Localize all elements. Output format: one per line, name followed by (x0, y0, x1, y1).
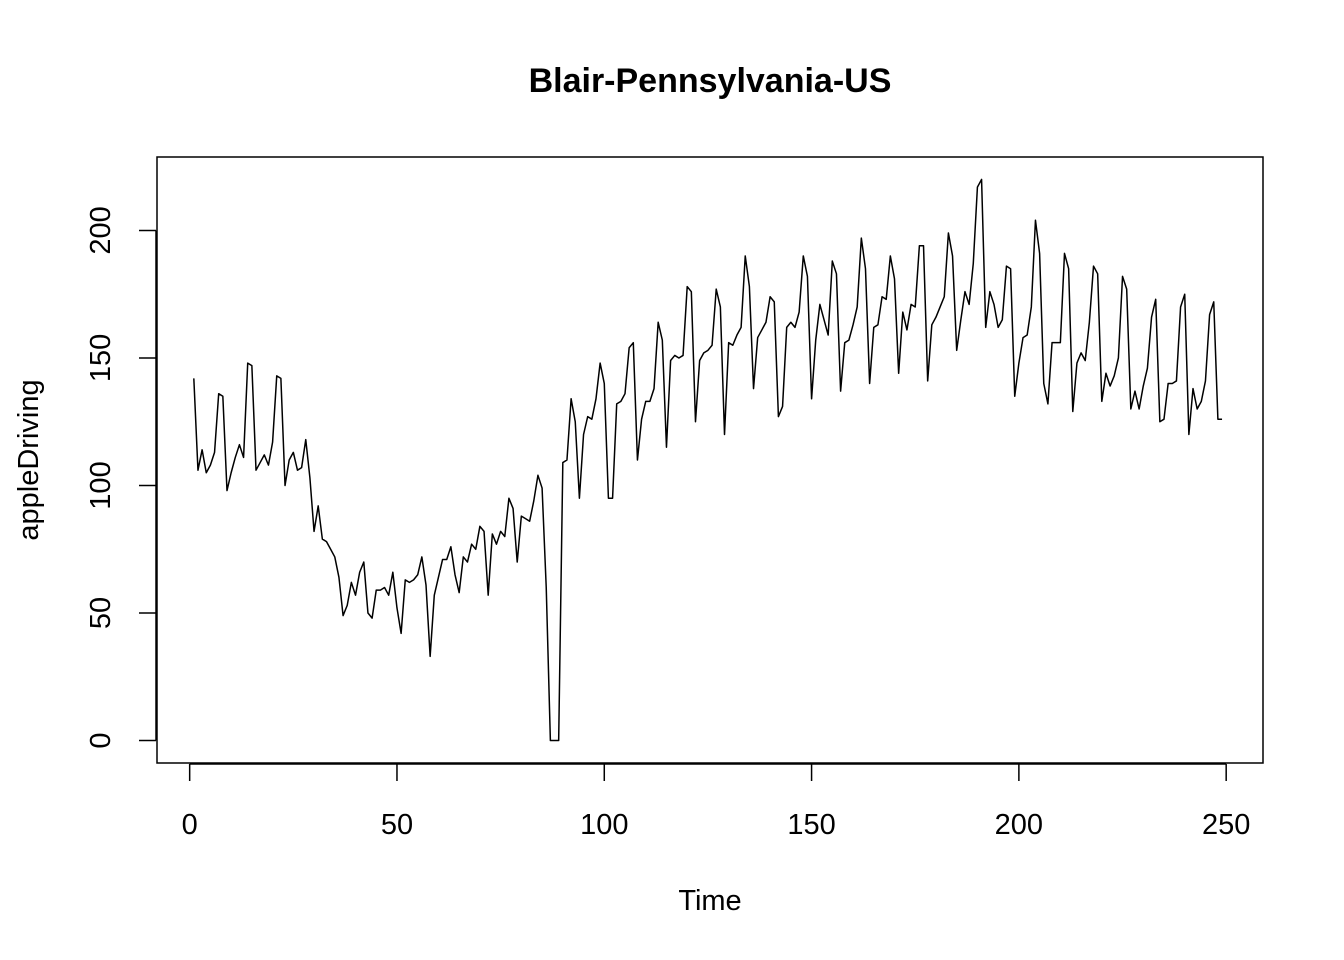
x-tick-label: 150 (787, 809, 835, 841)
x-tick-label: 50 (381, 809, 413, 841)
x-tick-label: 250 (1202, 809, 1250, 841)
x-axis: 0 50 100 150 200 250 (182, 763, 1250, 841)
y-tick-label: 150 (85, 334, 117, 382)
chart-title: Blair-Pennsylvania-US (529, 62, 892, 100)
y-tick-label: 100 (85, 461, 117, 509)
y-axis: 0 50 100 150 200 (85, 206, 157, 749)
x-tick-label: 200 (995, 809, 1043, 841)
plot-frame (156, 156, 1264, 764)
x-axis-label: Time (678, 885, 741, 917)
y-tick-label: 0 (85, 732, 117, 748)
series-line (193, 178, 1223, 742)
y-tick-label: 50 (85, 597, 117, 629)
y-axis-label: appleDriving (13, 379, 45, 540)
y-tick-label: 200 (85, 206, 117, 254)
x-tick-label: 0 (182, 809, 198, 841)
x-tick-label: 100 (580, 809, 628, 841)
